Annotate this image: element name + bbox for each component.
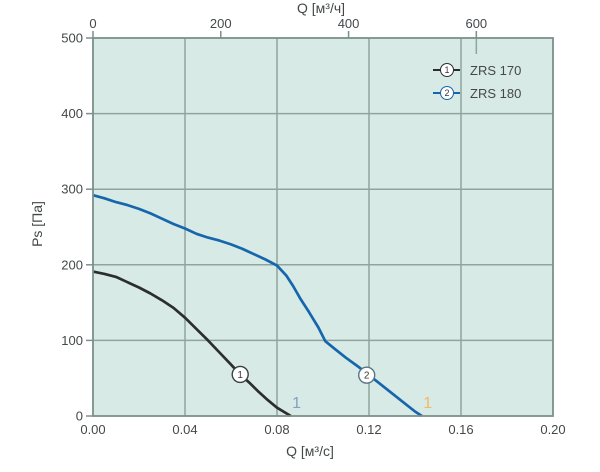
speed-annotation: 1 [423, 395, 432, 412]
legend-item-zrs-180: 2 ZRS 180 [433, 85, 521, 101]
speed-annotation: 1 [292, 395, 301, 412]
y-axis-title: Ps [Па] [29, 201, 45, 247]
top-tick-label: 0 [89, 16, 96, 31]
y-tick-label: 0 [76, 409, 83, 424]
y-tick-label: 100 [61, 333, 83, 348]
legend-item-zrs-170: 1 ZRS 170 [433, 62, 521, 78]
x-tick-label: 0.08 [264, 422, 289, 437]
curve-marker-2 [358, 366, 376, 384]
legend-series-number-icon: 1 [440, 63, 454, 77]
x-tick-label: 0.12 [356, 422, 381, 437]
curve-marker-number: 2 [364, 371, 370, 382]
x-tick-label: 0.20 [540, 422, 565, 437]
curve-marker-number: 1 [237, 370, 243, 381]
y-tick-label: 200 [61, 257, 83, 272]
y-tick-label: 300 [61, 182, 83, 197]
legend-label: ZRS 180 [470, 85, 522, 101]
plot-frame [92, 37, 554, 417]
bottom-axis-title: Q [м³/с] [286, 443, 334, 459]
plot-area [93, 38, 553, 416]
top-tick-label: 200 [210, 16, 232, 31]
curve-zrs-170 [92, 270, 292, 418]
curve-marker-1 [231, 365, 249, 384]
x-tick-label: 0.04 [172, 422, 197, 437]
top-tick-label: 600 [465, 16, 487, 31]
legend-label: ZRS 170 [470, 62, 522, 78]
x-tick-label: 0.16 [448, 422, 473, 437]
legend-series-number-icon: 2 [440, 86, 454, 100]
x-tick-label: 0.00 [80, 422, 105, 437]
y-tick-label: 400 [61, 106, 83, 121]
top-tick-label: 400 [338, 16, 360, 31]
y-tick-label: 500 [61, 31, 83, 46]
top-axis-title: Q [м³/ч] [296, 0, 346, 16]
legend: 1 ZRS 170 2 ZRS 180 [433, 62, 521, 108]
